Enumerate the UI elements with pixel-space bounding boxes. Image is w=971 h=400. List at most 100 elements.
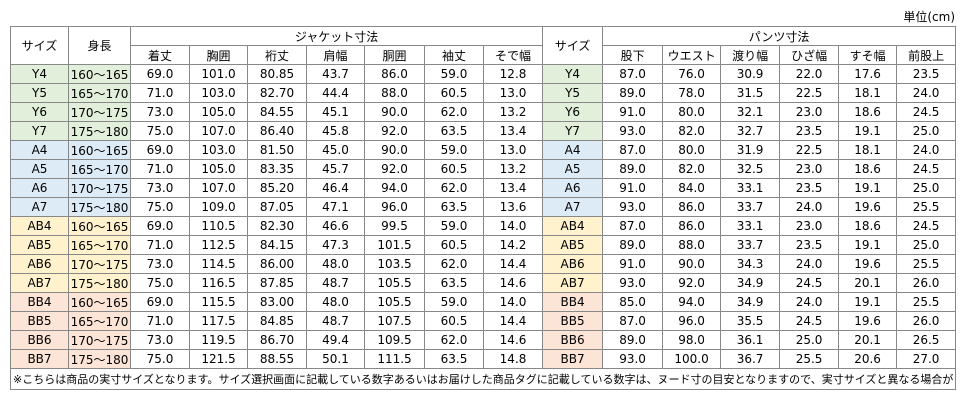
- jacket-cell: 83.00: [247, 292, 307, 312]
- jacket-cell: 82.70: [247, 83, 307, 103]
- pants-cell: 93.0: [602, 197, 664, 217]
- pants-cell: 84.0: [662, 178, 722, 198]
- table-row: BB5 165～170 71.0 117.5 84.85 48.7 107.5 60.5 14.…: [10, 311, 957, 331]
- header-cell: そで幅: [482, 45, 544, 65]
- size-cell: A7: [542, 197, 604, 217]
- header-cell: ひざ幅: [779, 45, 840, 65]
- pants-cell: 24.5: [896, 102, 957, 122]
- jacket-cell: 92.0: [364, 121, 425, 141]
- table-row: A6 170～175 73.0 107.0 85.20 46.4 94.0 62.0 13.4 A…: [10, 178, 957, 198]
- jacket-cell: 44.4: [306, 83, 365, 103]
- pants-cell: 25.5: [896, 292, 957, 312]
- pants-cell: 18.6: [838, 159, 898, 179]
- jacket-cell: 14.6: [482, 330, 544, 350]
- jacket-cell: 14.8: [482, 349, 544, 369]
- jacket-cell: 103.0: [189, 83, 248, 103]
- pants-cell: 23.5: [779, 178, 840, 198]
- height-cell: 170～175: [68, 254, 131, 274]
- pants-cell: 24.5: [779, 311, 840, 331]
- size-cell: Y6: [10, 102, 69, 122]
- height-cell: 165～170: [68, 159, 131, 179]
- table-row: BB7 175～180 75.0 121.5 88.55 50.1 111.5 63.5 14.…: [10, 349, 957, 369]
- size-cell: BB6: [542, 330, 604, 350]
- pants-cell: 89.0: [602, 159, 664, 179]
- header-cell: 肩幅: [306, 45, 365, 65]
- pants-cell: 18.1: [838, 140, 898, 160]
- table-row: AB7 175～180 75.0 116.5 87.85 48.7 105.5 63.5 14.…: [10, 273, 957, 293]
- pants-cell: 24.0: [896, 83, 957, 103]
- pants-cell: 98.0: [662, 330, 722, 350]
- jacket-cell: 75.0: [130, 273, 190, 293]
- jacket-cell: 101.5: [364, 235, 425, 255]
- size-cell: A6: [10, 178, 69, 198]
- table-body: Y4 160～165 69.0 101.0 80.85 43.7 86.0 59.0 12.8 Y…: [9, 64, 957, 390]
- jacket-cell: 62.0: [424, 254, 484, 274]
- height-cell: 165～170: [68, 83, 131, 103]
- jacket-cell: 84.85: [247, 311, 307, 331]
- pants-cell: 32.1: [720, 102, 781, 122]
- pants-cell: 91.0: [602, 102, 664, 122]
- jacket-cell: 50.1: [306, 349, 365, 369]
- pants-cell: 89.0: [602, 83, 664, 103]
- jacket-cell: 109.5: [364, 330, 425, 350]
- table-row: Y5 165～170 71.0 103.0 82.70 44.4 88.0 60.5 13.0 Y…: [10, 83, 957, 103]
- jacket-cell: 105.5: [364, 292, 425, 312]
- pants-cell: 25.0: [896, 235, 957, 255]
- pants-cell: 18.6: [838, 216, 898, 236]
- height-cell: 160～165: [68, 64, 131, 84]
- jacket-cell: 60.5: [424, 311, 484, 331]
- pants-cell: 24.5: [896, 159, 957, 179]
- table-row: Y6 170～175 73.0 105.0 84.55 45.1 90.0 62.0 13.2 Y…: [10, 102, 957, 122]
- table-row: Y4 160～165 69.0 101.0 80.85 43.7 86.0 59.0 12.8 Y…: [10, 64, 957, 84]
- pants-cell: 93.0: [602, 349, 664, 369]
- pants-cell: 33.1: [720, 216, 781, 236]
- size-cell: AB5: [10, 235, 69, 255]
- jacket-cell: 99.5: [364, 216, 425, 236]
- header-cell: 袖丈: [424, 45, 484, 65]
- size-cell: A6: [542, 178, 604, 198]
- pants-cell: 23.5: [896, 64, 957, 84]
- jacket-cell: 114.5: [189, 254, 248, 274]
- size-cell: Y5: [542, 83, 604, 103]
- jacket-cell: 90.0: [364, 140, 425, 160]
- jacket-cell: 48.7: [306, 311, 365, 331]
- pants-cell: 88.0: [662, 235, 722, 255]
- jacket-cell: 117.5: [189, 311, 248, 331]
- jacket-cell: 63.5: [424, 273, 484, 293]
- jacket-cell: 14.0: [482, 216, 544, 236]
- jacket-cell: 121.5: [189, 349, 248, 369]
- jacket-cell: 107.0: [189, 121, 248, 141]
- jacket-cell: 96.0: [364, 197, 425, 217]
- jacket-cell: 14.6: [482, 273, 544, 293]
- pants-cell: 19.1: [838, 178, 898, 198]
- pants-cell: 91.0: [602, 254, 664, 274]
- pants-cell: 85.0: [602, 292, 664, 312]
- note-row: ※こちらは商品の実寸サイズとなります。サイズ選択画面に記載している数字あるいはお…: [9, 368, 957, 390]
- pants-cell: 23.0: [779, 216, 840, 236]
- pants-cell: 23.0: [779, 159, 840, 179]
- pants-cell: 82.0: [662, 121, 722, 141]
- jacket-cell: 82.30: [247, 216, 307, 236]
- height-cell: 170～175: [68, 102, 131, 122]
- jacket-cell: 84.15: [247, 235, 307, 255]
- pants-cell: 34.9: [720, 292, 781, 312]
- jacket-cell: 62.0: [424, 178, 484, 198]
- jacket-cell: 105.0: [189, 102, 248, 122]
- jacket-cell: 48.0: [306, 254, 365, 274]
- jacket-cell: 45.0: [306, 140, 365, 160]
- jacket-cell: 94.0: [364, 178, 425, 198]
- height-cell: 160～165: [68, 140, 131, 160]
- jacket-cell: 75.0: [130, 349, 190, 369]
- jacket-cell: 13.0: [482, 83, 544, 103]
- pants-cell: 96.0: [662, 311, 722, 331]
- size-cell: BB7: [10, 349, 69, 369]
- size-cell: A7: [10, 197, 69, 217]
- size-cell: AB7: [10, 273, 69, 293]
- jacket-cell: 88.0: [364, 83, 425, 103]
- size-cell: AB6: [542, 254, 604, 274]
- jacket-cell: 63.5: [424, 349, 484, 369]
- jacket-cell: 62.0: [424, 102, 484, 122]
- jacket-cell: 88.55: [247, 349, 307, 369]
- header-cell: 裄丈: [247, 45, 307, 65]
- pants-cell: 87.0: [602, 64, 664, 84]
